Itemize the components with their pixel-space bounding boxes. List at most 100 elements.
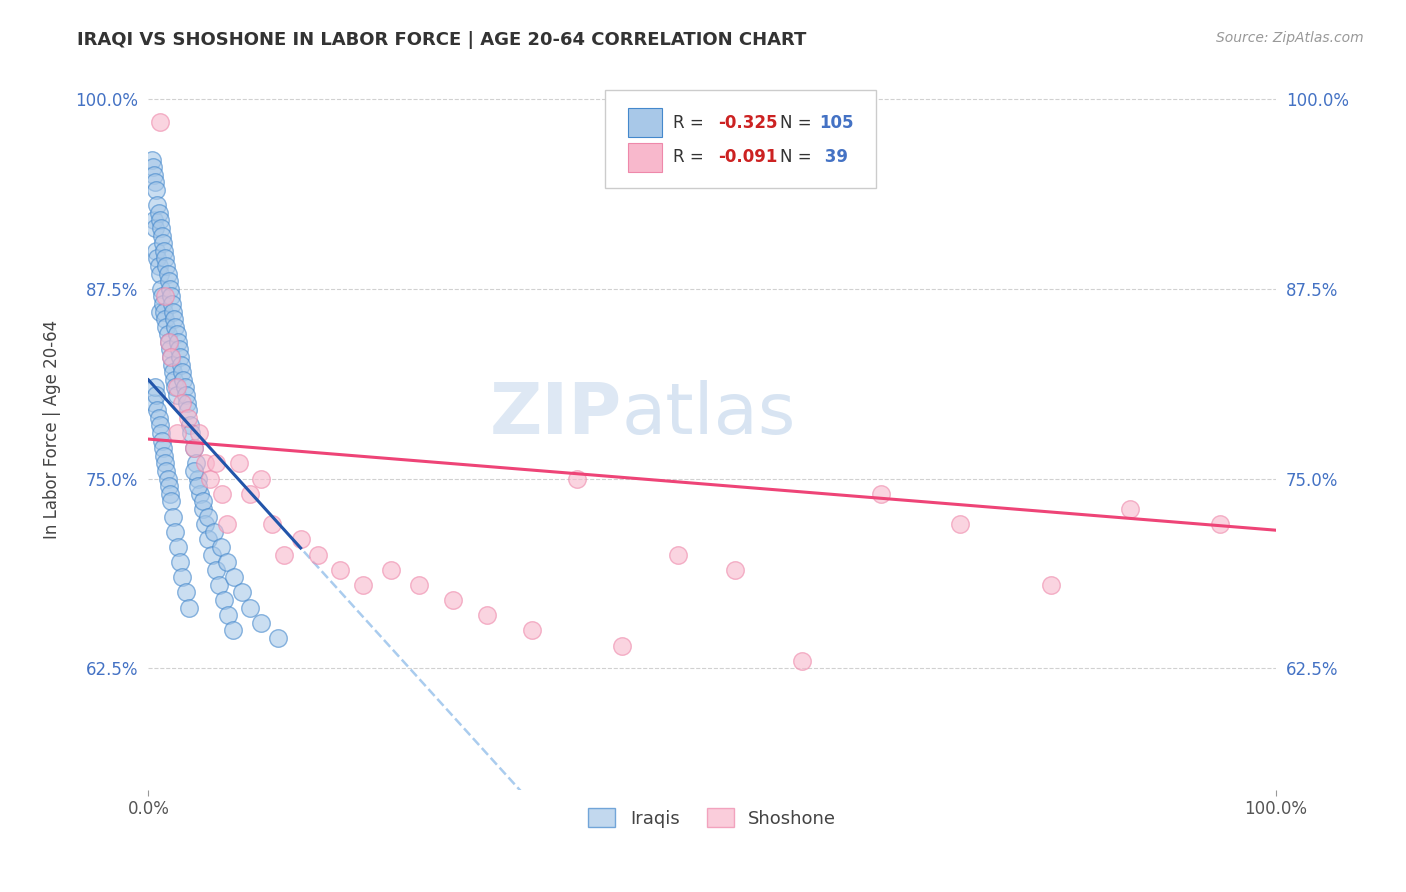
Point	[170, 358, 193, 372]
Point	[166, 540, 188, 554]
Point	[870, 487, 893, 501]
Point	[177, 410, 200, 425]
Point	[143, 213, 166, 227]
Text: R =: R =	[673, 113, 709, 132]
Point	[155, 464, 177, 478]
Point	[160, 350, 183, 364]
Point	[179, 418, 201, 433]
Point	[183, 441, 205, 455]
Point	[200, 472, 222, 486]
Point	[180, 425, 202, 440]
Point	[143, 221, 166, 235]
Point	[143, 176, 166, 190]
Point	[217, 517, 239, 532]
Point	[159, 487, 181, 501]
Point	[174, 585, 197, 599]
Point	[148, 259, 170, 273]
Point	[329, 563, 352, 577]
Point	[183, 464, 205, 478]
Point	[205, 456, 228, 470]
Point	[949, 517, 972, 532]
Point	[724, 563, 747, 577]
Point	[188, 487, 211, 501]
Text: IRAQI VS SHOSHONE IN LABOR FORCE | AGE 20-64 CORRELATION CHART: IRAQI VS SHOSHONE IN LABOR FORCE | AGE 2…	[77, 31, 807, 49]
FancyBboxPatch shape	[627, 108, 661, 137]
Point	[159, 282, 181, 296]
Point	[160, 289, 183, 303]
Point	[149, 304, 172, 318]
Text: R =: R =	[673, 148, 709, 166]
Point	[149, 425, 172, 440]
Point	[166, 380, 188, 394]
Point	[212, 593, 235, 607]
Point	[205, 563, 228, 577]
Point	[157, 334, 180, 349]
Point	[166, 425, 188, 440]
Point	[143, 395, 166, 409]
Point	[155, 252, 177, 266]
Point	[169, 555, 191, 569]
Point	[150, 289, 173, 303]
Point	[188, 425, 211, 440]
Point	[145, 388, 167, 402]
Point	[160, 358, 183, 372]
Point	[149, 114, 172, 128]
Point	[172, 365, 194, 379]
Point	[165, 319, 187, 334]
Point	[166, 388, 188, 402]
Point	[145, 183, 167, 197]
FancyBboxPatch shape	[627, 143, 661, 171]
Point	[1039, 578, 1062, 592]
Point	[155, 456, 177, 470]
Point	[194, 456, 217, 470]
Point	[146, 198, 169, 212]
Point	[157, 479, 180, 493]
Point	[194, 517, 217, 532]
Text: Source: ZipAtlas.com: Source: ZipAtlas.com	[1216, 31, 1364, 45]
Point	[160, 297, 183, 311]
Point	[149, 213, 172, 227]
Point	[183, 441, 205, 455]
Point	[668, 548, 690, 562]
Point	[149, 418, 172, 433]
Text: N =: N =	[780, 113, 817, 132]
Point	[163, 312, 186, 326]
Point	[163, 373, 186, 387]
Point	[211, 487, 233, 501]
Point	[153, 449, 176, 463]
Point	[157, 334, 180, 349]
Point	[1118, 502, 1140, 516]
Point	[165, 380, 187, 394]
Point	[228, 456, 250, 470]
Point	[174, 388, 197, 402]
Text: 105: 105	[820, 113, 853, 132]
Point	[290, 533, 312, 547]
Point	[200, 548, 222, 562]
Point	[209, 540, 232, 554]
Point	[610, 639, 633, 653]
Point	[197, 533, 219, 547]
Point	[141, 153, 163, 167]
Point	[222, 624, 245, 638]
Point	[172, 395, 194, 409]
Point	[792, 654, 814, 668]
Point	[208, 578, 231, 592]
Point	[231, 585, 253, 599]
Point	[520, 624, 543, 638]
Point	[159, 343, 181, 357]
Point	[197, 509, 219, 524]
Point	[239, 487, 262, 501]
Point	[152, 441, 174, 455]
Point	[155, 319, 177, 334]
Point	[149, 282, 172, 296]
Point	[156, 472, 179, 486]
Point	[202, 524, 225, 539]
Point	[148, 206, 170, 220]
Point	[149, 267, 172, 281]
Point	[217, 555, 239, 569]
Text: atlas: atlas	[621, 380, 796, 450]
Point	[352, 578, 374, 592]
Point	[162, 304, 184, 318]
Point	[475, 608, 498, 623]
Point	[156, 267, 179, 281]
